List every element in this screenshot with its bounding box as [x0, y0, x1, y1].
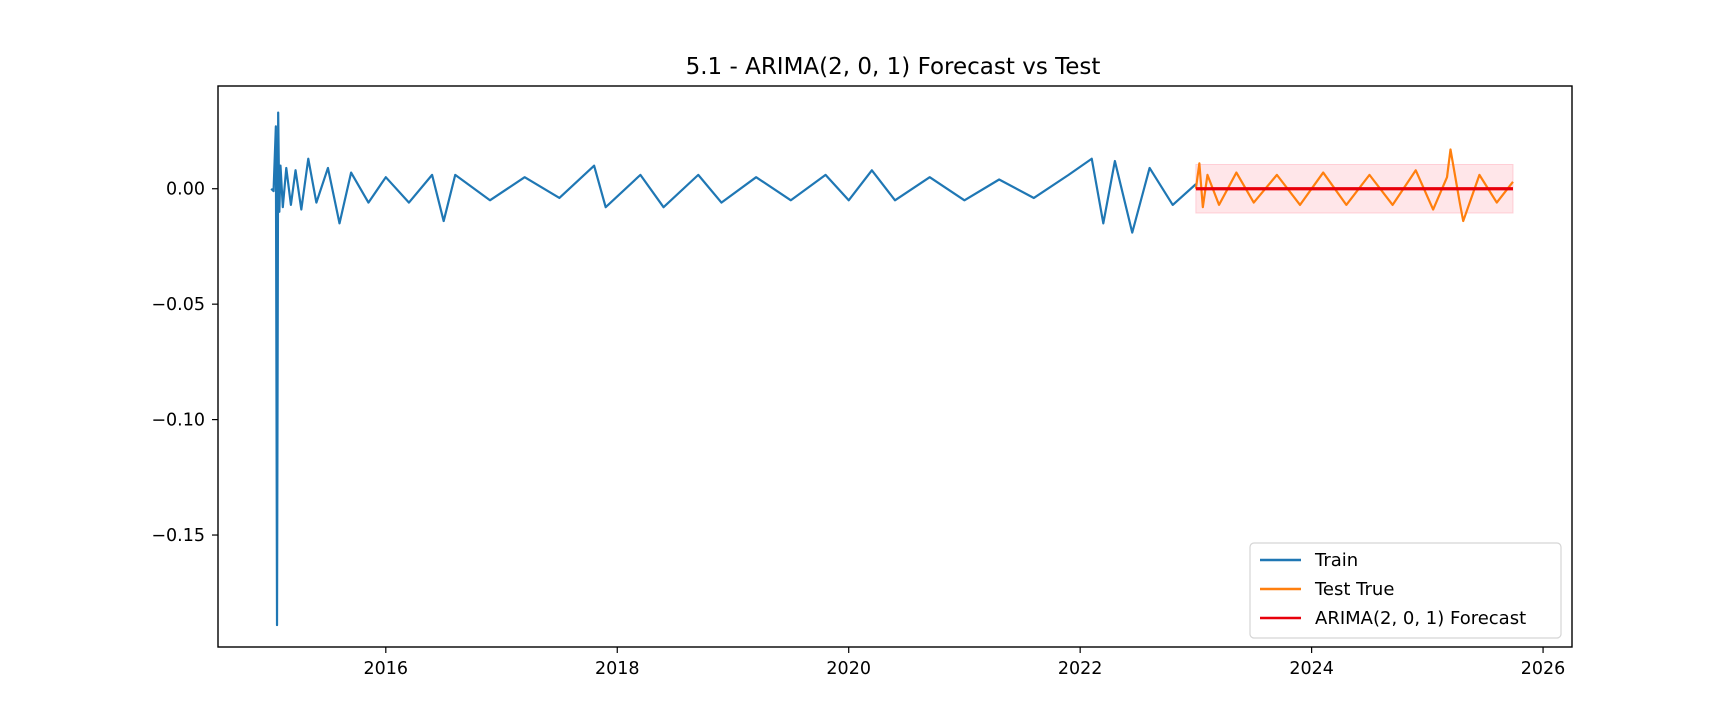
- x-tick-label: 2024: [1289, 659, 1334, 679]
- x-tick-label: 2022: [1058, 659, 1103, 679]
- legend-box: [1249, 542, 1562, 639]
- x-tick-label: 2026: [1521, 659, 1566, 679]
- x-tick-label: 2020: [826, 659, 871, 679]
- y-tick-label: 0.00: [166, 180, 205, 200]
- plot-area: [270, 111, 1514, 627]
- legend-label: ARIMA(2, 0, 1) Forecast: [1315, 608, 1526, 629]
- chart-title: 5.1 - ARIMA(2, 0, 1) Forecast vs Test: [686, 54, 1101, 80]
- legend: Train Test True ARIMA(2, 0, 1) Forecast: [1249, 542, 1562, 639]
- plot-frame: [217, 85, 1573, 648]
- x-tick-label: 2016: [364, 659, 409, 679]
- y-tick-label: −0.05: [151, 295, 205, 315]
- y-tick-label: −0.15: [151, 526, 205, 546]
- y-tick-label: −0.10: [151, 411, 205, 431]
- legend-label: Test True: [1314, 579, 1394, 600]
- legend-label: Train: [1314, 550, 1358, 571]
- axes: 2016 2018 2020 2022 2024 2026 0.00 −0.05 −0.10 −0…: [151, 180, 1565, 679]
- series-line-train: [270, 111, 1197, 627]
- x-tick-label: 2018: [595, 659, 640, 679]
